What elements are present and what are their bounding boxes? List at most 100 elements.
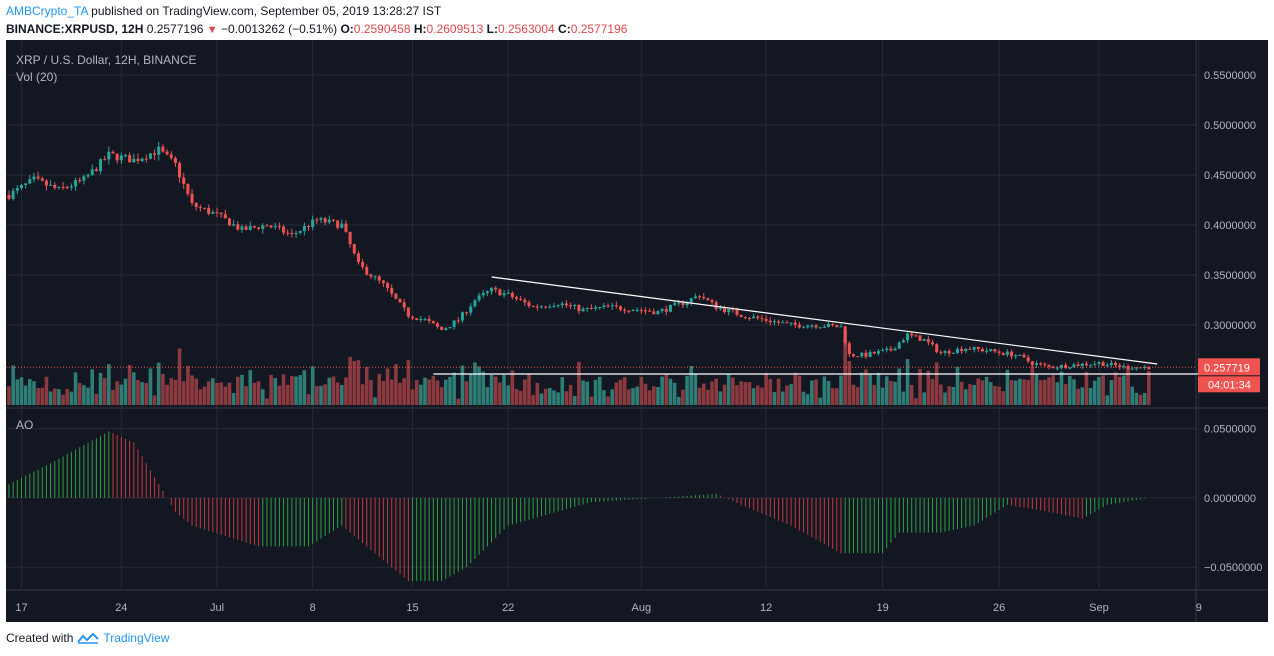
price-tick-label: 0.3500000 xyxy=(1204,270,1256,282)
volume-bar xyxy=(344,377,348,405)
volume-bar xyxy=(1038,380,1043,405)
volume-bar xyxy=(236,376,240,405)
volume-bar xyxy=(764,372,768,405)
volume-bar xyxy=(951,386,956,405)
volume-bar xyxy=(290,376,294,405)
low-label: L: xyxy=(486,22,498,36)
candle-body xyxy=(119,155,123,161)
volume-bar xyxy=(327,377,332,405)
volume-bar xyxy=(481,371,486,405)
volume-bar xyxy=(94,393,99,405)
candle-body xyxy=(531,306,535,308)
candlestick-chart[interactable]: 0.5500000 0.5000000 0.4500000 0.4000000 0.35… xyxy=(6,40,1268,622)
candle-body xyxy=(939,351,943,353)
candle-body xyxy=(523,299,527,303)
volume-bar xyxy=(435,380,440,405)
volume-bar xyxy=(456,398,461,405)
candle-body xyxy=(211,212,215,214)
candle-body xyxy=(277,226,281,228)
volume-bar xyxy=(244,386,248,405)
volume-bar xyxy=(660,376,664,405)
volume-bar xyxy=(1051,375,1055,405)
volume-bar xyxy=(119,384,124,405)
volume-bar xyxy=(668,378,673,405)
volume-bar xyxy=(610,389,614,405)
descending-trendline xyxy=(491,276,1158,365)
candle-body xyxy=(560,303,564,306)
date-tick-label: 24 xyxy=(115,602,127,614)
candle-body xyxy=(1072,364,1076,368)
date-tick-label: 17 xyxy=(15,602,27,614)
candle-body xyxy=(1114,362,1118,366)
author-link[interactable]: AMBCrypto_TA xyxy=(6,4,88,18)
volume-bar xyxy=(585,381,590,405)
candle-body xyxy=(723,308,727,313)
volume-bar xyxy=(889,380,893,405)
candle-body xyxy=(652,311,656,315)
volume-bar xyxy=(676,396,681,405)
volume-bar xyxy=(980,380,985,405)
volume-bar xyxy=(223,386,228,405)
candle-body xyxy=(872,352,876,354)
volume-bar xyxy=(123,378,128,405)
volume-bar xyxy=(639,376,644,405)
candle-body xyxy=(302,226,306,232)
volume-bar xyxy=(747,382,752,405)
volume-bar xyxy=(1076,388,1080,405)
volume-bar xyxy=(19,377,24,405)
volume-bar xyxy=(543,388,548,405)
volume-bar xyxy=(1101,375,1105,405)
volume-bar xyxy=(1122,375,1126,405)
ao-label: AO xyxy=(16,418,33,432)
candle-body xyxy=(103,159,107,161)
candle-body xyxy=(785,322,789,324)
volume-bar xyxy=(419,384,423,405)
candle-body xyxy=(203,207,207,209)
candle-body xyxy=(851,354,855,357)
volume-bar xyxy=(1126,367,1130,405)
candle-body xyxy=(427,318,431,322)
candle-body xyxy=(885,348,889,350)
candle-body xyxy=(252,226,256,228)
volume-bar xyxy=(1109,380,1114,405)
volume-bar xyxy=(452,372,456,405)
volume-bar xyxy=(1147,370,1151,405)
candle-body xyxy=(28,179,32,184)
volume-bar xyxy=(169,378,174,405)
candle-body xyxy=(989,349,993,351)
volume-bar xyxy=(564,391,569,405)
candle-body xyxy=(107,151,111,160)
chart-frame[interactable]: 0.5500000 0.5000000 0.4500000 0.4000000 0.35… xyxy=(6,40,1268,622)
volume-bar xyxy=(839,375,843,405)
close-value: 0.2577196 xyxy=(570,22,628,36)
candle-body xyxy=(498,289,502,296)
candle-body xyxy=(589,307,593,309)
volume-bar xyxy=(947,386,951,405)
candle-body xyxy=(864,352,868,357)
candle-body xyxy=(955,348,959,353)
candle-body xyxy=(1059,364,1063,368)
volume-bar xyxy=(681,389,685,405)
candle-body xyxy=(1039,363,1043,365)
candle-body xyxy=(656,311,660,315)
volume-bar xyxy=(689,365,694,405)
volume-bar xyxy=(61,394,65,405)
volume-bar xyxy=(643,383,648,405)
volume-bar xyxy=(152,395,157,405)
candle-body xyxy=(793,322,797,325)
volume-bar xyxy=(731,377,735,405)
candle-body xyxy=(1130,368,1134,370)
candle-body xyxy=(32,176,36,180)
candle-body xyxy=(240,226,244,230)
axis-layer: 0.5500000 0.5000000 0.4500000 0.4000000 0.35… xyxy=(15,70,1262,614)
candle-body xyxy=(1043,363,1047,365)
volume-bar xyxy=(473,362,477,405)
candle-body xyxy=(99,159,103,171)
volume-bar xyxy=(194,378,198,405)
candle-body xyxy=(614,305,618,307)
volume-bar xyxy=(627,389,631,405)
tradingview-brand[interactable]: TradingView xyxy=(103,631,170,645)
volume-bar xyxy=(352,360,357,405)
volume-bar xyxy=(1142,392,1147,405)
candle-body xyxy=(369,274,373,277)
